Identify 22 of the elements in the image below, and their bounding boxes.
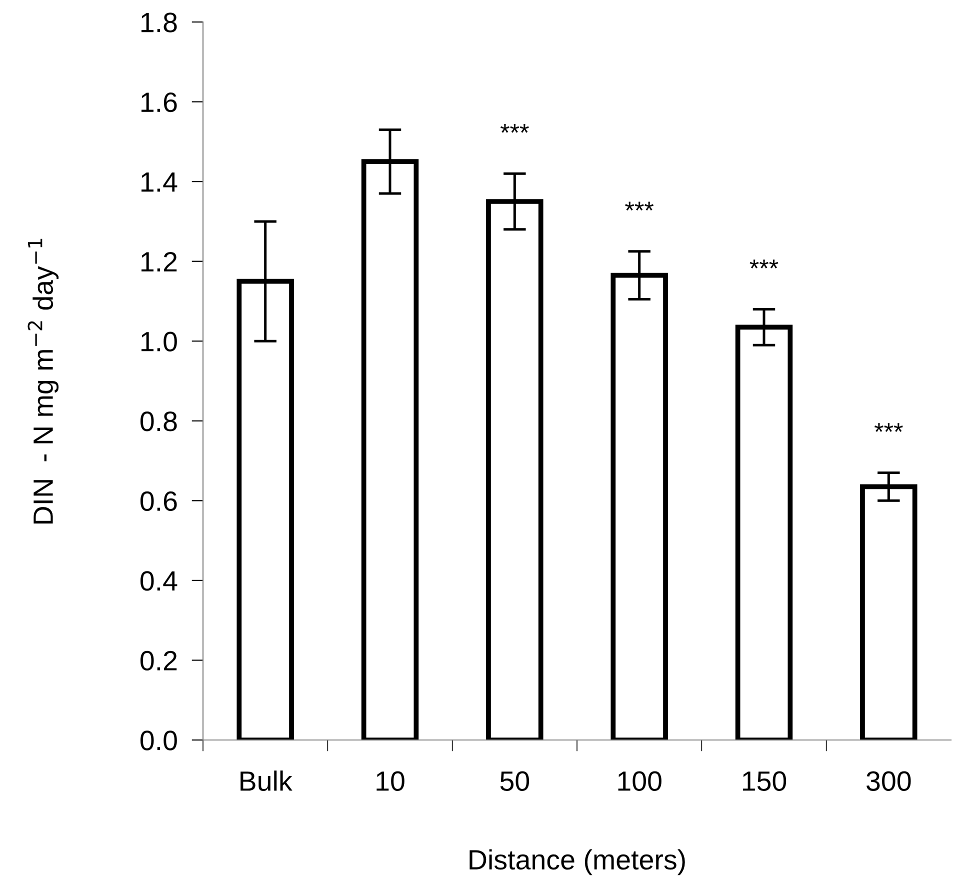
y-tick-label: 1.6 [142,92,177,112]
x-tick-label: 100 [618,771,662,791]
x-tick-label: 150 [742,771,786,791]
x-tick-label: 10 [376,771,404,791]
y-tick-label: 1.8 [142,12,177,32]
y-tick-label: 1.0 [142,332,177,352]
y-tick-label: 0.2 [140,650,177,671]
annotation: *** [874,423,903,432]
y-tick-label: 0.8 [140,412,177,432]
y-tick-label: 0.4 [140,571,178,591]
x-tick-label: Bulk [240,770,292,791]
y-tick-label: 1.4 [142,172,178,192]
x-tick-label: 50 [500,771,530,791]
annotation: *** [625,202,654,211]
x-tick-label: 300 [866,771,911,791]
annotation: *** [500,124,529,133]
y-tick-label: 0.6 [140,491,177,512]
annotation: *** [750,260,778,268]
x-axis-title: Distance (meters) [470,849,685,876]
y-tick-label: 1.2 [142,252,177,272]
y-tick-label: 0.0 [140,730,177,750]
y-axis-title: DIN - N mg m$^{−2}$ day$^{−1}$ [28,238,59,524]
